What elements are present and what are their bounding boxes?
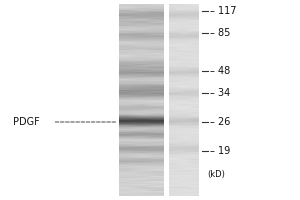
Bar: [164, 4, 169, 196]
Text: (kD): (kD): [207, 170, 225, 178]
Text: – 34: – 34: [210, 88, 230, 98]
Text: – 85: – 85: [210, 28, 230, 38]
Text: – 19: – 19: [210, 146, 230, 156]
Text: – 48: – 48: [210, 66, 230, 76]
Text: PDGF: PDGF: [14, 117, 40, 127]
Text: – 117: – 117: [210, 6, 236, 16]
Text: – 26: – 26: [210, 117, 230, 127]
